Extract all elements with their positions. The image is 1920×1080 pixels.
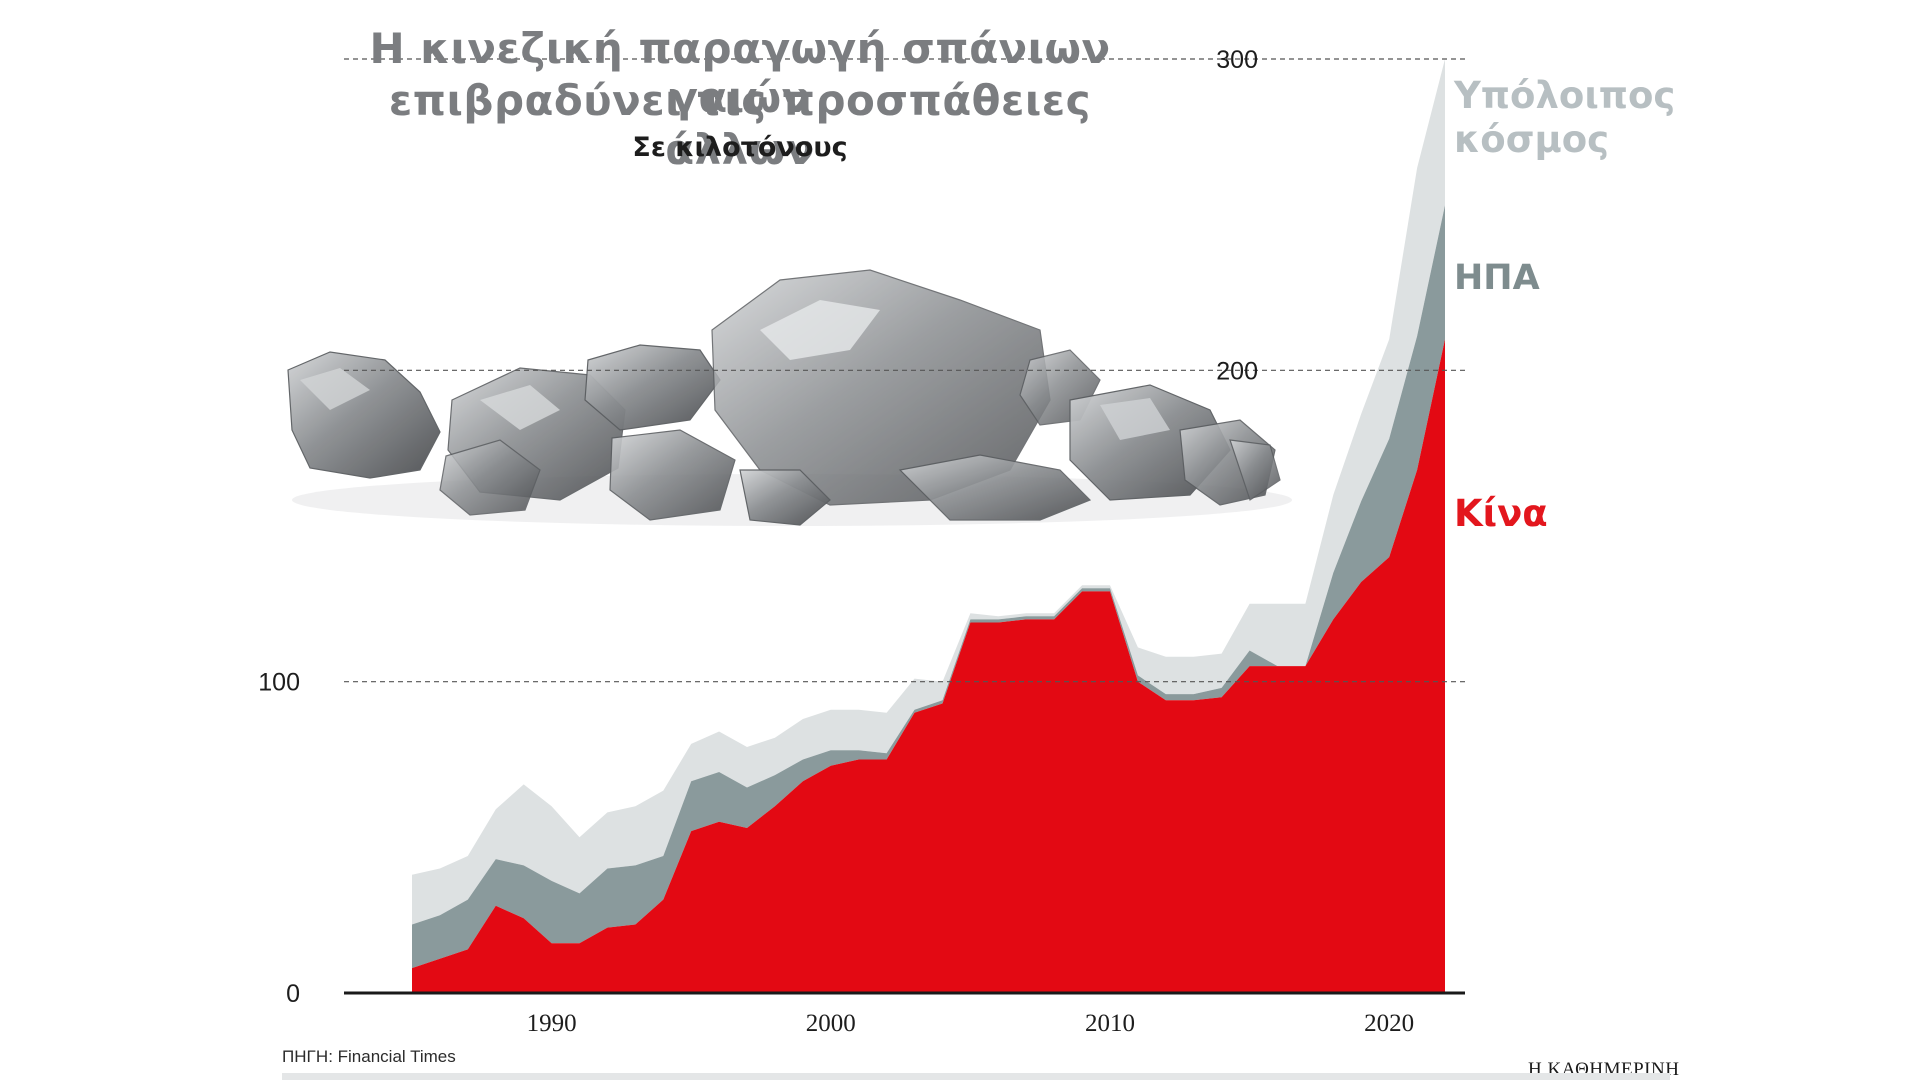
- series-label-rest-line-1: Υπόλοιπος: [1454, 74, 1676, 117]
- series-label-rest-line-2: κόσμος: [1454, 118, 1610, 161]
- x-tick-label: 2010: [1085, 1010, 1135, 1037]
- series-label-china: Κίνα: [1454, 492, 1548, 535]
- y-tick-label: 300: [1216, 46, 1258, 74]
- footer-bar: [282, 1073, 1670, 1080]
- series-area-usa: [412, 205, 1445, 969]
- y-tick-label: 200: [1216, 357, 1258, 385]
- x-tick-label: 1990: [527, 1010, 577, 1037]
- y-tick-label: 0: [286, 980, 300, 1008]
- x-tick-label: 2020: [1364, 1010, 1414, 1037]
- x-tick-label: 2000: [806, 1010, 856, 1037]
- chart-subtitle: Σε κιλοτόνους: [632, 132, 848, 163]
- rare-earth-ore-rocks-image: [287, 269, 1292, 526]
- chart-title-line-2: επιβραδύνει τις προσπάθειες άλλων: [388, 76, 1092, 174]
- chart-title-line-1: Η κινεζική παραγωγή σπάνιων γαιών: [369, 24, 1111, 122]
- series-area-rest-of-world: [412, 59, 1445, 925]
- y-tick-label: 100: [258, 669, 300, 697]
- series-area-china: [412, 339, 1445, 993]
- series-label-rest-of-world: Υπόλοιπος κόσμος: [1454, 74, 1675, 162]
- series-label-usa: ΗΠΑ: [1454, 258, 1540, 298]
- source-note: ΠΗΓΗ: Financial Times: [282, 1047, 456, 1066]
